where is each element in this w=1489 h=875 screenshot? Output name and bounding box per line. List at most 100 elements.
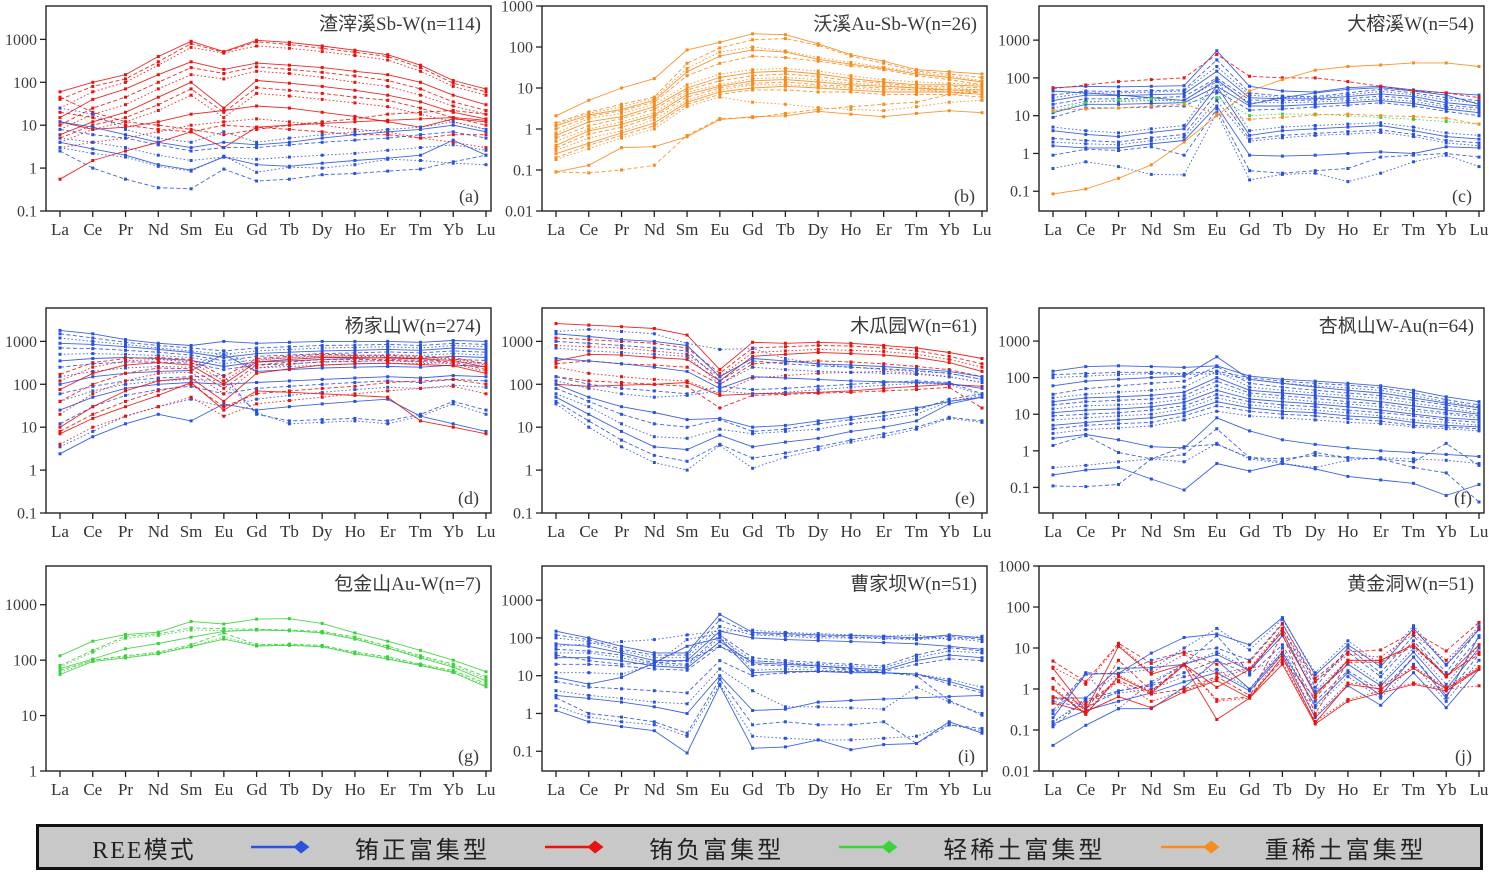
x-axis: La Ce Pr Nd Sm Eu Gd Tb Dy Ho Er Tm Yb Lu [1044,771,1489,799]
svg-text:Lu: Lu [477,780,496,799]
svg-text:10: 10 [21,708,37,725]
svg-text:La: La [51,220,69,239]
svg-text:Yb: Yb [443,220,464,239]
x-axis: La Ce Pr Nd Sm Eu Gd Tb Dy Ho Er Tm Yb Lu [547,771,992,799]
svg-text:Er: Er [876,780,892,799]
svg-text:Gd: Gd [1239,780,1260,799]
x-axis: La Ce Pr Nd Sm Eu Gd Tb Dy Ho Er Tm Yb Lu [1044,211,1489,239]
svg-text:1: 1 [29,463,37,480]
series-lines [1051,49,1481,196]
svg-text:Ho: Ho [345,522,366,541]
svg-text:Yb: Yb [1436,522,1457,541]
svg-text:0.1: 0.1 [1010,480,1030,497]
svg-text:Tm: Tm [1402,220,1426,239]
svg-text:1: 1 [1022,146,1030,163]
svg-text:Sm: Sm [180,780,203,799]
svg-text:1: 1 [29,764,37,781]
series-lines [58,617,488,689]
svg-text:Nd: Nd [1141,780,1162,799]
svg-text:Lu: Lu [973,522,992,541]
svg-text:Sm: Sm [180,522,203,541]
svg-text:Nd: Nd [148,220,169,239]
svg-text:Lu: Lu [477,220,496,239]
svg-text:1000: 1000 [998,33,1030,50]
svg-text:Eu: Eu [710,522,729,541]
svg-text:Nd: Nd [644,780,665,799]
svg-text:Gd: Gd [1239,220,1260,239]
svg-text:Ho: Ho [1338,220,1359,239]
plot-frame [45,307,492,514]
plot-frame [1038,565,1485,772]
svg-text:Dy: Dy [312,220,333,239]
svg-text:Gd: Gd [742,780,763,799]
y-axis: 0.01 0.1 1 10 100 1000 [998,559,1039,781]
svg-text:10: 10 [1014,407,1030,424]
svg-text:Tb: Tb [280,220,299,239]
svg-text:La: La [1044,220,1062,239]
panel-title: 沃溪Au-Sb-W(n=26) [813,13,977,35]
svg-text:100: 100 [1006,70,1030,87]
svg-text:La: La [547,522,565,541]
plot-frame [45,5,492,212]
svg-text:Ce: Ce [83,220,102,239]
svg-text:Gd: Gd [742,220,763,239]
svg-text:1000: 1000 [5,334,37,351]
plot-frame [1038,5,1485,212]
svg-text:Dy: Dy [1305,522,1326,541]
svg-text:Ho: Ho [841,522,862,541]
svg-text:Tm: Tm [409,220,433,239]
svg-text:100: 100 [509,630,533,647]
svg-text:1000: 1000 [501,593,533,610]
svg-text:Sm: Sm [676,220,699,239]
panel-title: 黄金洞W(n=51) [1347,573,1474,595]
svg-text:Nd: Nd [644,220,665,239]
svg-text:Er: Er [876,220,892,239]
panel-title: 曹家坝W(n=51) [850,573,977,595]
svg-text:1000: 1000 [501,0,533,16]
svg-text:Tm: Tm [905,780,929,799]
svg-text:Dy: Dy [1305,220,1326,239]
svg-text:Yb: Yb [939,780,960,799]
svg-text:Er: Er [1373,780,1389,799]
svg-text:Dy: Dy [312,780,333,799]
svg-text:Gd: Gd [246,220,267,239]
svg-text:Pr: Pr [1111,220,1126,239]
svg-text:1: 1 [525,463,533,480]
svg-text:Sm: Sm [1173,780,1196,799]
chart-svg-b: 0.01 0.1 1 10 100 1000 La Ce Pr Nd Sm Eu Gd Tb Dy Ho Er T… [501,0,992,239]
svg-text:Pr: Pr [614,220,629,239]
svg-text:Gd: Gd [246,522,267,541]
svg-text:Tm: Tm [409,780,433,799]
svg-text:10: 10 [517,420,533,437]
svg-text:Er: Er [380,522,396,541]
svg-text:Ce: Ce [1076,220,1095,239]
y-axis: 0.1 1 10 100 1000 [5,32,46,221]
panel-title: 杨家山W(n=274) [345,315,481,337]
svg-text:1000: 1000 [998,334,1030,351]
plot-frame [541,5,988,212]
legend-label-red: 铕负富集型 [649,837,785,864]
svg-text:1000: 1000 [998,559,1030,576]
svg-text:Pr: Pr [1111,522,1126,541]
svg-text:10: 10 [21,420,37,437]
svg-text:0.1: 0.1 [1010,184,1030,201]
chart-panel-d: 0.1 1 10 100 1000 La Ce Pr Nd Sm Eu Gd Tb Dy Ho Er Tm Yb L… [0,302,496,542]
svg-text:Sm: Sm [676,780,699,799]
svg-text:Gd: Gd [742,522,763,541]
panel-letter: (f) [1454,488,1472,509]
series-lines [1051,355,1481,504]
series-lines [554,612,984,755]
svg-text:1: 1 [1022,682,1030,699]
svg-text:Nd: Nd [644,522,665,541]
svg-text:Dy: Dy [808,220,829,239]
y-axis: 0.1 1 10 100 1000 [501,334,542,523]
svg-text:100: 100 [1006,600,1030,617]
svg-text:Tm: Tm [1402,780,1426,799]
svg-text:Tb: Tb [1273,522,1292,541]
svg-text:100: 100 [509,40,533,57]
y-axis: 0.1 1 10 100 1000 [501,593,542,761]
